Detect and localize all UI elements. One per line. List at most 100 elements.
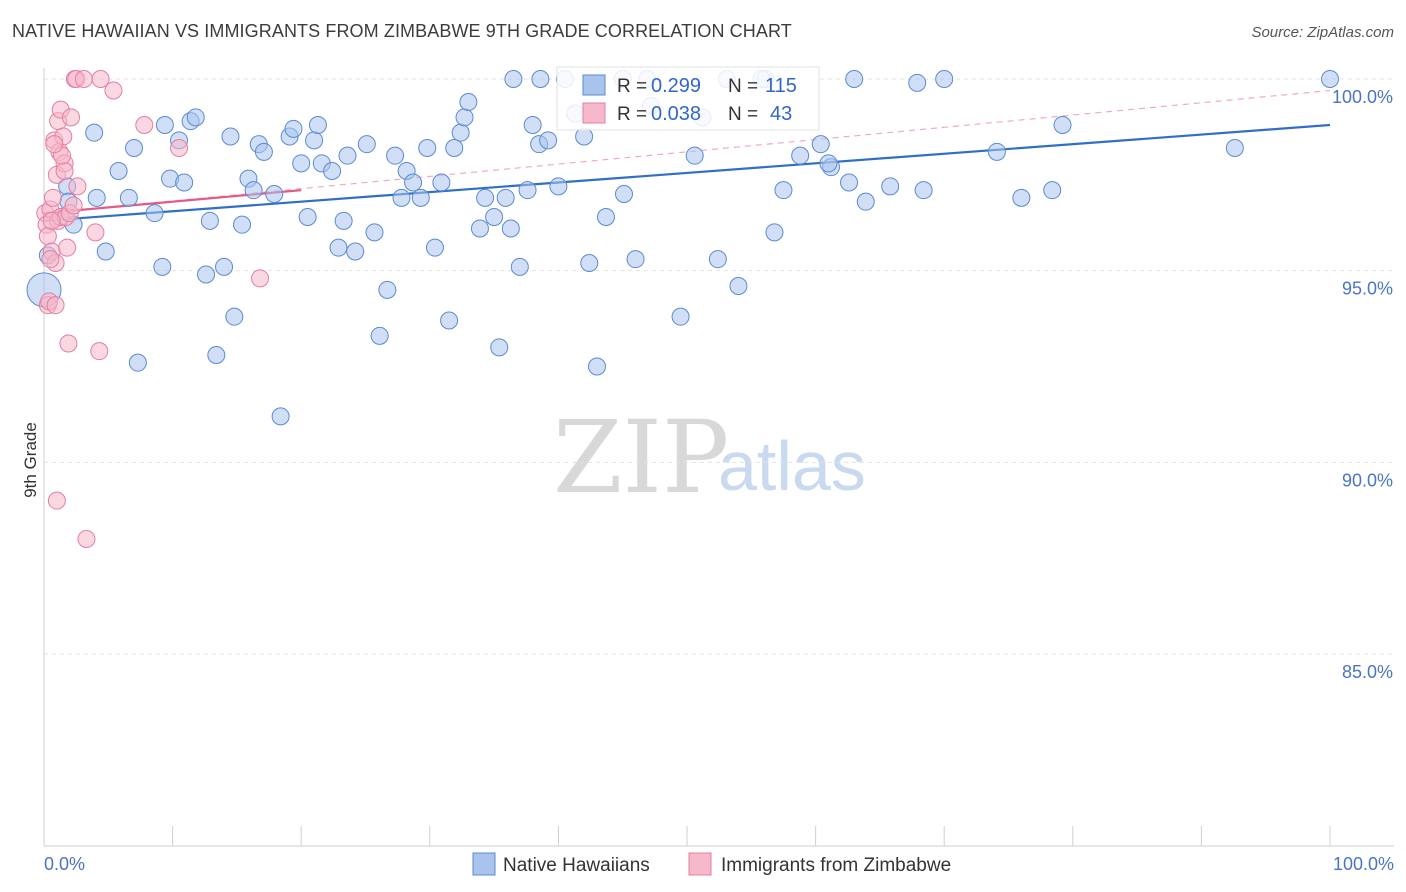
data-point-native-hawaiians [284,119,303,138]
data-point-native-hawaiians [811,135,830,154]
y-tick-label: 90.0% [1342,470,1393,490]
data-point-native-hawaiians [881,177,900,196]
data-point-native-hawaiians [549,177,568,196]
data-point-native-hawaiians [425,238,444,257]
data-point-zimbabwe [62,108,81,127]
data-point-native-hawaiians [504,70,523,88]
data-point-native-hawaiians [455,108,474,127]
data-point-zimbabwe [42,211,61,230]
data-point-native-hawaiians [370,326,389,345]
bottom-legend-swatch-blue [472,852,496,876]
data-point-native-hawaiians [323,162,342,180]
data-point-native-hawaiians [298,208,317,226]
data-point-native-hawaiians [346,242,365,261]
data-point-native-hawaiians [305,131,324,150]
legend-n-value-1: 115 [765,75,797,97]
data-point-native-hawaiians [1053,116,1072,134]
watermark-zip: ZIP [553,399,729,516]
data-point-zimbabwe [74,70,93,88]
data-point-native-hawaiians [440,311,459,330]
data-point-native-hawaiians [908,73,927,92]
data-point-zimbabwe [59,334,78,353]
bottom-legend-swatch-pink [688,852,712,876]
legend-swatch-blue [582,74,606,96]
chart-source: Source: ZipAtlas.com [1251,24,1394,41]
data-point-native-hawaiians [334,211,353,230]
x-axis-ticks [43,826,1331,846]
y-tick-label: 85.0% [1342,662,1393,682]
data-point-native-hawaiians [109,162,128,180]
data-point-native-hawaiians [935,70,954,88]
data-point-zimbabwe [55,162,74,180]
data-point-native-hawaiians [476,188,495,207]
data-point-zimbabwe [90,342,109,361]
data-point-native-hawaiians [774,181,793,200]
data-point-native-hawaiians [470,219,489,238]
data-point-zimbabwe [64,196,83,215]
legend-n-label-1: N = [728,76,758,97]
data-point-native-hawaiians [708,250,727,269]
stats-legend: R = 0.299 N = 115 R = 0.038 N = 43 [556,66,820,131]
data-point-native-hawaiians [155,116,174,134]
data-point-native-hawaiians [153,257,172,276]
data-point-native-hawaiians [225,307,244,326]
data-point-native-hawaiians [119,188,138,207]
bottom-legend-label-zimbabwe: Immigrants from Zimbabwe [721,855,951,876]
bottom-legend-label-native-hawaiians: Native Hawaiians [503,855,650,876]
data-point-zimbabwe [68,177,87,196]
data-point-native-hawaiians [411,188,430,207]
axes [43,68,1394,847]
data-point-zimbabwe [45,135,64,154]
watermark-atlas: atlas [718,427,866,505]
data-point-zimbabwe [170,139,189,157]
legend-n-label-2: N = [728,104,758,125]
x-tick-label-max: 100.0% [1333,854,1394,874]
data-point-native-hawaiians [1012,188,1031,207]
y-tick-label: 100.0% [1332,87,1393,107]
data-point-native-hawaiians [125,139,144,157]
data-point-native-hawaiians [987,142,1006,161]
data-point-native-hawaiians [200,211,219,230]
data-point-native-hawaiians [175,173,194,192]
data-point-native-hawaiians [490,338,509,357]
data-point-native-hawaiians [840,173,859,192]
data-point-native-hawaiians [685,146,704,165]
data-point-native-hawaiians [197,265,216,284]
data-point-native-hawaiians [271,407,290,426]
y-axis-label: 9th Grade [21,422,40,498]
data-point-zimbabwe [46,296,65,315]
legend-r-value-1: 0.299 [651,75,701,97]
data-point-native-hawaiians [404,173,423,192]
data-point-zimbabwe [41,250,60,269]
data-point-native-hawaiians [531,70,550,88]
data-point-native-hawaiians [221,127,240,146]
data-point-native-hawaiians [510,257,529,276]
data-point-native-hawaiians [501,219,520,238]
data-point-zimbabwe [91,70,110,88]
data-point-native-hawaiians [265,185,284,203]
data-point-native-hawaiians [518,181,537,200]
data-point-native-hawaiians [729,277,748,295]
data-point-native-hawaiians [451,123,470,142]
data-point-zimbabwe [38,227,57,246]
data-point-native-hawaiians [378,280,397,299]
legend-r-label-1: R = [617,76,647,97]
data-point-native-hawaiians [329,238,348,257]
data-point-native-hawaiians [233,215,252,234]
data-point-zimbabwe [86,223,105,242]
data-point-zimbabwe [77,530,96,548]
data-point-native-hawaiians [215,257,234,276]
data-point-native-hawaiians [523,116,542,134]
data-point-native-hawaiians [365,223,384,242]
data-point-native-hawaiians [587,357,606,376]
data-point-zimbabwe [58,238,77,257]
data-point-native-hawaiians [386,146,405,165]
y-tick-label: 95.0% [1342,279,1393,299]
data-point-zimbabwe [47,491,66,510]
data-point-native-hawaiians [671,307,690,326]
data-point-native-hawaiians [85,123,104,142]
trend-line-native-hawaiians [43,123,1331,222]
data-point-native-hawaiians [207,346,226,364]
data-point-native-hawaiians [254,142,273,161]
